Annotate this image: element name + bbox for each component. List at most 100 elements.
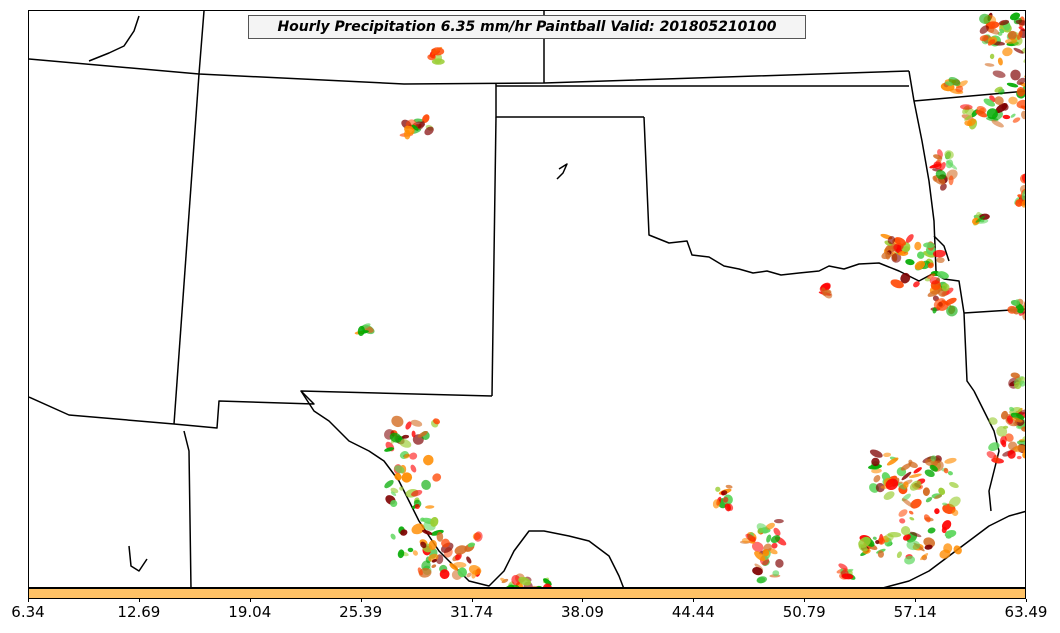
precip-blob [885, 478, 899, 491]
precip-blob [384, 447, 395, 452]
precip-blob [467, 542, 476, 548]
precip-blob [939, 162, 946, 171]
precip-blob [905, 234, 914, 243]
precip-blob [1022, 435, 1025, 441]
precip-blob [756, 523, 769, 534]
precip-blob [949, 481, 959, 489]
precip-blob [1014, 299, 1020, 306]
precip-blob [913, 467, 922, 474]
border-north-west [29, 58, 910, 85]
precip-blob [927, 262, 934, 269]
precip-blob [938, 487, 946, 495]
precip-blob [897, 482, 907, 490]
precip-blob [414, 503, 420, 510]
precip-blob [908, 461, 918, 469]
precip-blob [908, 510, 914, 515]
precip-blob [766, 534, 772, 543]
precip-blob [914, 241, 922, 251]
precip-blob [473, 531, 483, 542]
precip-blob [908, 473, 922, 478]
precip-blob [1021, 189, 1025, 201]
precip-blob [518, 576, 532, 586]
precip-blob [838, 563, 848, 571]
colorbar-tick-label: 19.04 [228, 603, 272, 621]
precip-blob [955, 85, 964, 93]
precip-blob [875, 540, 880, 545]
precip-blob [422, 114, 430, 123]
precip-blob [988, 442, 1000, 451]
precip-blob [1016, 77, 1025, 86]
precip-blob [909, 516, 915, 521]
precip-blob [948, 496, 961, 508]
precip-blob [770, 535, 781, 544]
precip-blob [390, 499, 398, 508]
border-nm-west [173, 73, 200, 425]
lake-ok [556, 163, 568, 180]
colorbar-tick-label: 50.79 [782, 603, 826, 621]
precip-blob [877, 550, 885, 558]
precip-blob [430, 529, 444, 536]
precip-blob [821, 287, 827, 297]
precip-blob [756, 576, 768, 584]
precip-blob [991, 119, 1004, 128]
precip-blob [1002, 47, 1013, 57]
border-la-east [973, 390, 1000, 512]
precip-blob [898, 509, 908, 517]
precip-blob [404, 125, 415, 135]
precip-blob [937, 271, 949, 279]
precip-blob [975, 109, 988, 118]
precip-blob [927, 289, 941, 297]
colorbar-tick-label: 44.44 [671, 603, 715, 621]
border-oklahoma [643, 116, 945, 282]
precip-blob [858, 544, 868, 552]
precip-blob [436, 531, 444, 542]
precip-blob [906, 540, 921, 551]
precip-blob [885, 251, 891, 260]
precip-blob [401, 472, 413, 483]
precip-blob [927, 273, 936, 279]
precip-blob [1011, 417, 1023, 423]
precip-blob [391, 415, 404, 428]
precip-blob [994, 96, 1004, 105]
lake-az [128, 545, 148, 572]
precip-blob [773, 527, 781, 537]
precip-blob [1009, 406, 1015, 412]
precip-blob [424, 126, 434, 136]
precip-blob [944, 529, 957, 538]
precip-blob [941, 520, 952, 531]
precip-blob [772, 570, 780, 577]
precip-blob [924, 469, 935, 478]
precip-blob [1006, 82, 1019, 88]
precip-blob [940, 183, 947, 191]
precip-blob [751, 541, 764, 552]
precip-blob [903, 481, 909, 489]
precip-blob [916, 251, 925, 259]
precip-blob [944, 150, 954, 159]
precip-blob [454, 545, 468, 555]
precip-blob [894, 237, 907, 246]
map-svg [29, 11, 1025, 587]
precip-blob [979, 13, 991, 25]
precip-blob [417, 567, 423, 576]
precip-blob [1010, 113, 1016, 118]
precip-blob [410, 464, 417, 473]
precip-blob [421, 529, 433, 535]
precip-blob [397, 549, 405, 559]
precip-blob [765, 522, 776, 530]
precip-blob [944, 457, 957, 464]
precip-blob [471, 569, 477, 579]
precip-blob [411, 523, 425, 535]
precip-blob [727, 503, 734, 511]
precip-blob [455, 552, 462, 561]
precip-blob [771, 542, 778, 549]
precip-blob [914, 260, 926, 270]
precip-blob [887, 235, 896, 245]
precip-blob [712, 499, 720, 509]
precip-blob [431, 47, 445, 56]
precip-blob [967, 118, 977, 127]
precip-blob [390, 491, 397, 496]
precip-blob [457, 567, 468, 578]
precip-blob [433, 418, 440, 425]
precip-blob [1021, 110, 1025, 120]
precip-blob [897, 250, 905, 256]
